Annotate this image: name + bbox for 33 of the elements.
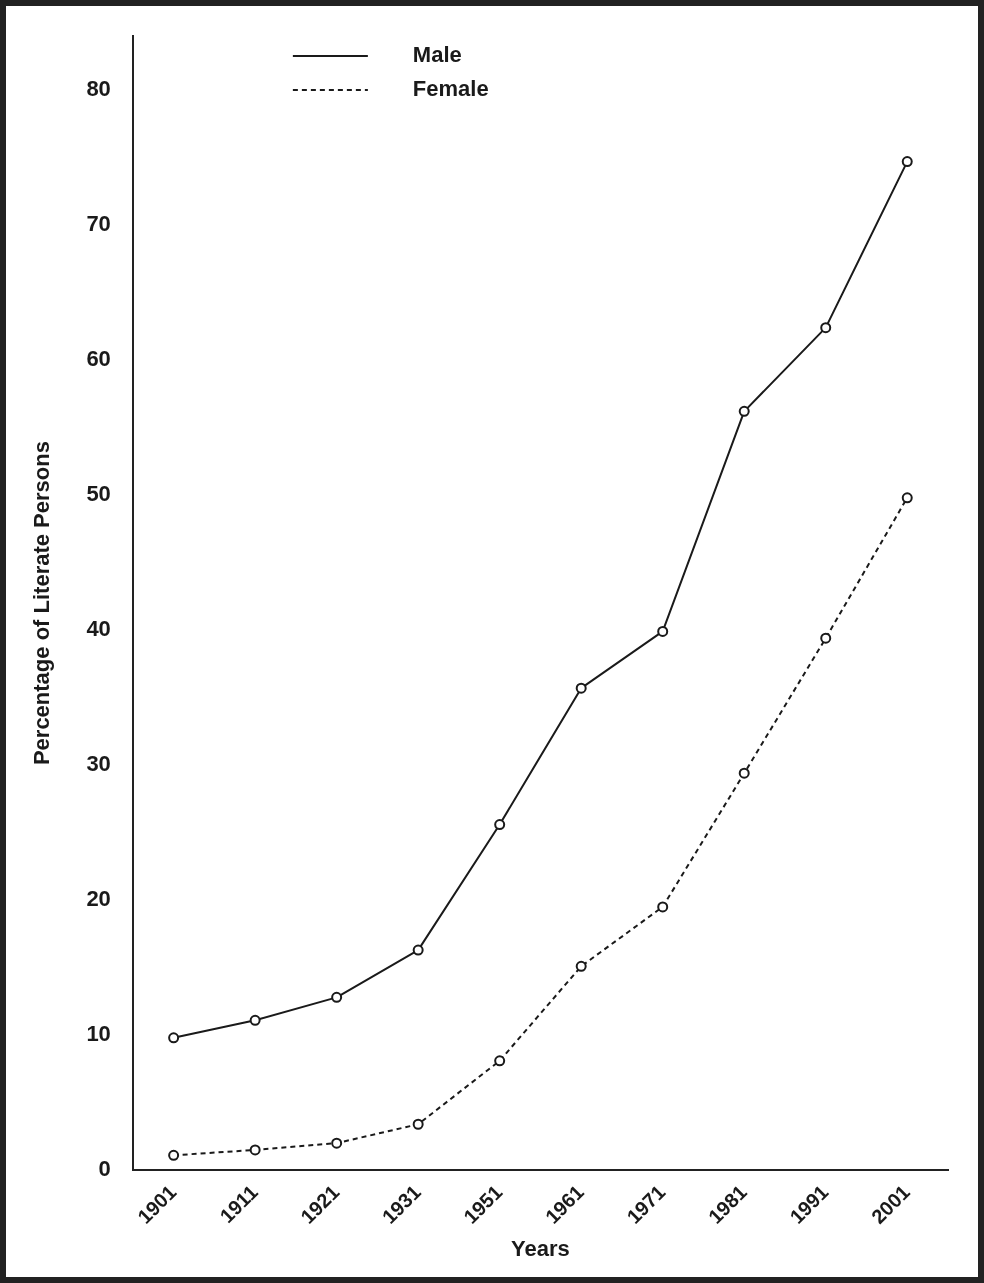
point (575, 682, 587, 694)
legend-label: Female (412, 76, 489, 102)
point (738, 767, 750, 779)
point (412, 944, 424, 956)
point (331, 1137, 343, 1149)
point (738, 405, 750, 417)
point (901, 492, 913, 504)
y-tick-label: 20 (86, 886, 111, 912)
point (249, 1014, 261, 1026)
point (494, 1055, 506, 1067)
point (657, 625, 669, 637)
y-tick-label: 30 (86, 751, 111, 777)
point (575, 960, 587, 972)
point (901, 156, 913, 168)
point (657, 901, 669, 913)
y-tick-label: 80 (86, 76, 111, 102)
point (412, 1118, 424, 1130)
point (168, 1149, 180, 1161)
point (249, 1144, 261, 1156)
point (820, 632, 832, 644)
y-tick-label: 50 (86, 481, 111, 507)
point (168, 1032, 180, 1044)
y-tick-label: 60 (86, 346, 111, 372)
y-axis-title: Percentage of Literate Persons (29, 441, 55, 766)
y-tick-label: 10 (86, 1021, 111, 1047)
x-axis-title: Years (511, 1235, 570, 1261)
y-tick-label: 70 (86, 211, 111, 237)
y-tick-label: 40 (86, 616, 111, 642)
point (820, 322, 832, 334)
point (494, 819, 506, 831)
legend-label: Male (412, 42, 462, 68)
point (331, 991, 343, 1003)
y-tick-label: 0 (98, 1156, 111, 1182)
